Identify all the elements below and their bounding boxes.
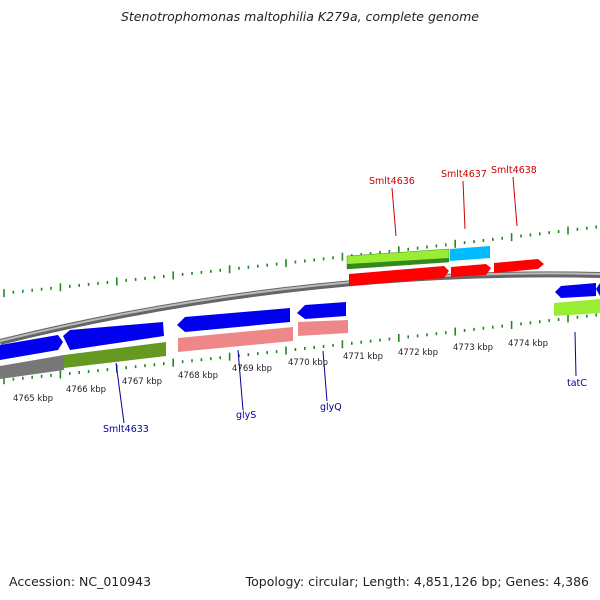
leader-tatc <box>574 331 577 377</box>
feature-tatc-green[interactable] <box>554 299 600 316</box>
scale-label: 4774 kbp <box>508 339 548 349</box>
feature-glyq-blue[interactable] <box>297 302 346 319</box>
scale-labels: 4765 kbp 4766 kbp 4767 kbp 4768 kbp 4769 kbp… <box>13 339 548 404</box>
gene-label-smlt4636[interactable]: Smlt4636 <box>369 176 415 187</box>
feature-cds-red-3[interactable] <box>494 259 544 273</box>
feature-cds-red-2[interactable] <box>451 264 491 277</box>
feature-blue-edge[interactable] <box>596 283 600 296</box>
scale-label: 4769 kbp <box>232 364 272 374</box>
gene-label-smlt4638[interactable]: Smlt4638 <box>491 165 537 176</box>
map-title: Stenotrophomonas maltophilia K279a, comp… <box>120 9 480 24</box>
gene-label-tatc[interactable]: tatC <box>567 378 587 389</box>
feature-smlt4636-darkgreen <box>347 258 449 269</box>
feature-grey-block <box>0 355 64 379</box>
gene-label-glys[interactable]: glyS <box>236 410 256 421</box>
gene-label-glyq[interactable]: glyQ <box>320 402 342 413</box>
outer-tick-ring <box>3 225 598 298</box>
genome-backbone-highlight <box>0 272 600 342</box>
feature-glys-salmon[interactable] <box>178 327 293 352</box>
feature-smlt4633-darkgreen[interactable] <box>64 342 166 368</box>
accession-label: Accession: NC_010943 <box>9 574 152 589</box>
feature-cds-red-1[interactable] <box>349 266 449 286</box>
scale-label: 4771 kbp <box>343 352 383 362</box>
leader-smlt4636 <box>391 187 397 237</box>
scale-label: 4772 kbp <box>398 348 438 358</box>
leader-smlt4633 <box>115 362 125 424</box>
scale-label: 4768 kbp <box>178 371 218 381</box>
feature-smlt4637-rna[interactable] <box>450 246 490 261</box>
leader-smlt4638 <box>512 176 518 227</box>
scale-label: 4766 kbp <box>66 385 106 395</box>
leader-glyq <box>322 350 328 402</box>
genome-backbone <box>0 271 600 345</box>
scale-label: 4773 kbp <box>453 343 493 353</box>
leader-smlt4637 <box>462 180 466 230</box>
topology-summary: Topology: circular; Length: 4,851,126 bp… <box>245 574 589 589</box>
scale-label: 4767 kbp <box>122 377 162 387</box>
feature-cds-blue-2[interactable] <box>63 322 164 350</box>
feature-glys-blue[interactable] <box>177 308 290 332</box>
gene-label-smlt4637[interactable]: Smlt4637 <box>441 169 487 180</box>
scale-label: 4770 kbp <box>288 358 328 368</box>
feature-tatc-blue[interactable] <box>555 283 596 298</box>
scale-label: 4765 kbp <box>13 394 53 404</box>
inner-tick-ring <box>3 313 598 385</box>
gene-label-smlt4633[interactable]: Smlt4633 <box>103 424 149 435</box>
leader-glys <box>237 349 244 411</box>
feature-glyq-salmon[interactable] <box>298 320 348 336</box>
feature-cds-blue-1[interactable] <box>0 335 63 360</box>
